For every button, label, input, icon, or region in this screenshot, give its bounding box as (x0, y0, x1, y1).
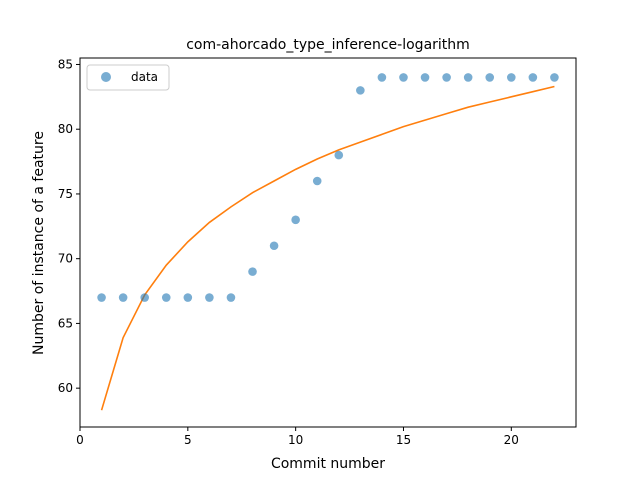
x-tick-label: 15 (396, 433, 411, 447)
y-tick-label: 65 (58, 316, 73, 330)
x-tick-label: 10 (288, 433, 303, 447)
data-point (161, 293, 171, 302)
data-point (507, 73, 516, 82)
data-point (356, 86, 365, 95)
legend-marker-data (101, 72, 111, 82)
data-point (97, 293, 106, 302)
y-tick-label: 70 (58, 252, 73, 266)
data-point (463, 73, 473, 82)
data-point (248, 267, 257, 276)
y-tick-label: 60 (58, 381, 73, 395)
y-tick-label: 80 (58, 122, 73, 136)
data-point (226, 293, 236, 302)
data-point (442, 73, 451, 82)
data-point (334, 150, 344, 160)
legend-box (86, 64, 170, 91)
data-point (485, 73, 495, 82)
chart-title: com-ahorcado_type_inference-logarithm (186, 37, 470, 53)
plot-area (97, 73, 559, 411)
data-point (528, 73, 538, 82)
x-tick-label: 0 (76, 433, 84, 447)
data-point (291, 215, 300, 225)
legend-label-data: data (131, 70, 158, 84)
axes-frame (79, 57, 577, 428)
x-axis: 0 5 10 15 20 (76, 427, 519, 447)
y-tick-label: 85 (58, 57, 73, 71)
y-axis-label: Number of instance of a feature (31, 131, 47, 355)
data-point (399, 73, 408, 82)
fit-line (100, 85, 555, 411)
y-tick-label: 75 (58, 187, 73, 201)
legend: data (86, 64, 170, 91)
data-point (420, 73, 430, 82)
y-axis: 60 65 70 75 80 85 (58, 57, 80, 395)
data-point (269, 241, 279, 251)
data-point (377, 73, 387, 82)
x-axis-label: Commit number (271, 456, 385, 472)
data-point (312, 176, 322, 186)
x-tick-label: 5 (184, 433, 192, 447)
data-point (118, 293, 128, 302)
x-tick-label: 20 (504, 433, 519, 447)
data-point (140, 293, 149, 302)
data-point (183, 293, 193, 302)
data-point (550, 73, 559, 82)
data-point (205, 293, 214, 302)
